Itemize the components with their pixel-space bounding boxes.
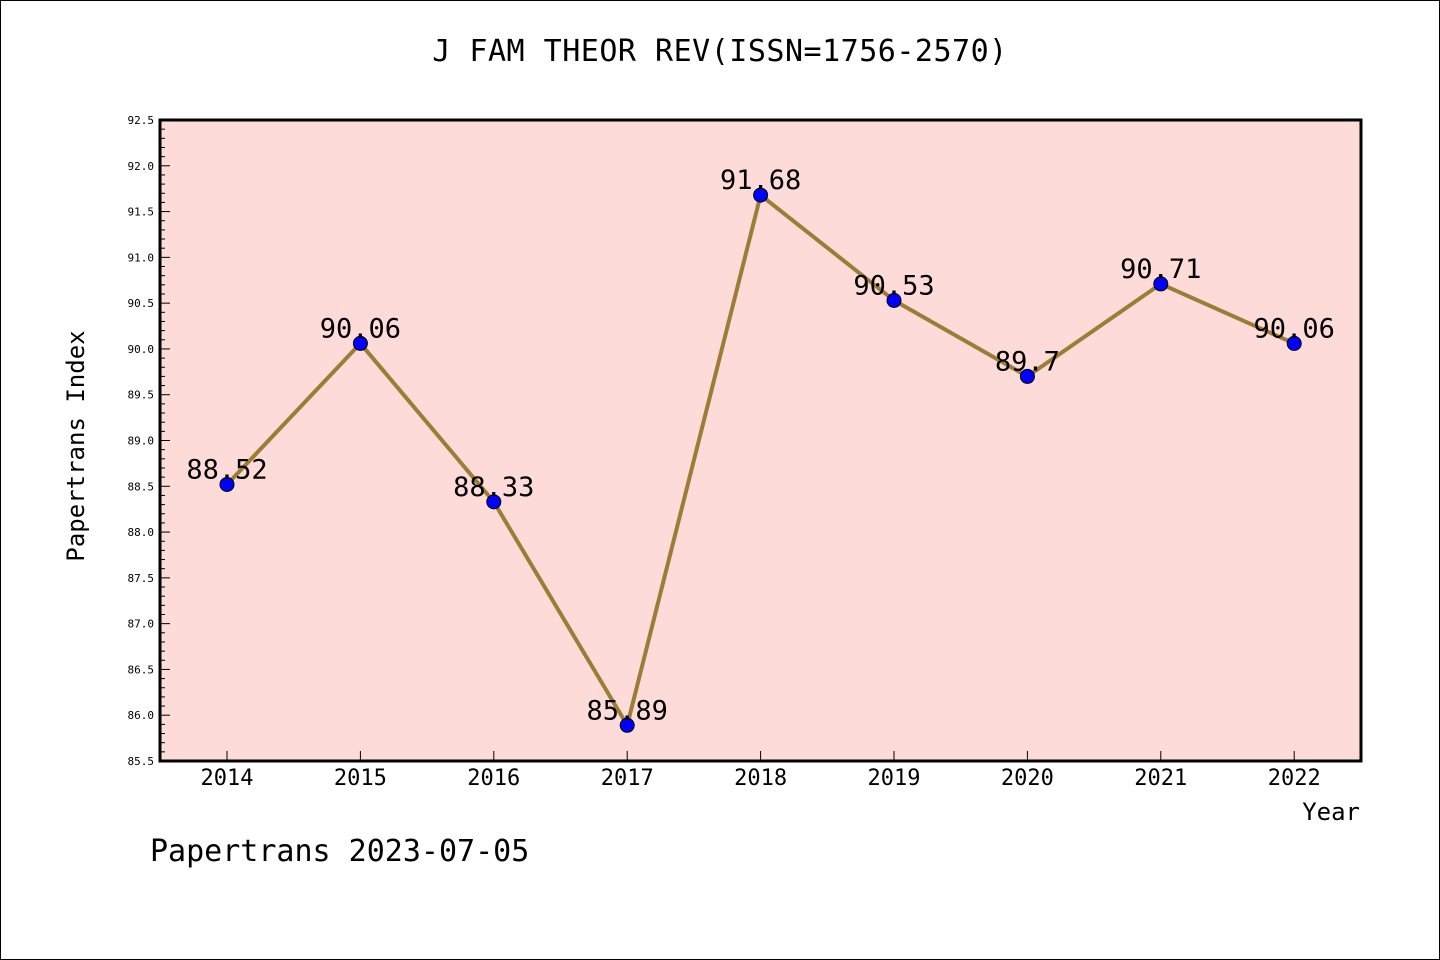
y-tick-label: 87.0 [128,618,155,631]
data-label: 90.53 [853,270,934,301]
y-tick-label: 88.5 [128,480,155,493]
data-label: 90.06 [1254,313,1335,344]
y-tick-label: 89.5 [128,389,155,402]
data-label: 85.89 [587,695,668,726]
y-axis-title: Papertrans Index [62,330,90,561]
x-tick-label: 2017 [601,766,654,791]
x-axis-ticks: 2014 2015 2016 2017 2018 2019 2020 2021 2022 [201,751,1321,791]
x-axis-title: Year [1302,798,1360,826]
x-tick-label: 2014 [201,766,254,791]
data-point [1286,335,1302,351]
y-tick-label: 86.0 [128,709,155,722]
y-tick-label: 90.0 [128,343,155,356]
x-tick-label: 2019 [868,766,921,791]
data-point [219,476,235,492]
chart-title: J FAM THEOR REV(ISSN=1756-2570) [432,34,1008,69]
y-tick-label: 87.5 [128,572,155,585]
y-tick-label: 92.0 [128,160,155,173]
x-tick-label: 2020 [1001,766,1054,791]
data-label: 90.71 [1120,254,1201,285]
data-label: 89.7 [995,346,1060,377]
data-label: 88.33 [453,472,534,503]
data-point [619,717,635,733]
plot-border [158,118,1363,763]
y-tick-label: 90.5 [128,297,155,310]
y-tick-label: 91.5 [128,206,155,219]
data-label: 90.06 [320,313,401,344]
x-tick-label: 2022 [1268,766,1321,791]
y-tick-label: 92.5 [128,114,155,127]
x-tick-label: 2016 [467,766,520,791]
y-tick-label: 91.0 [128,251,155,264]
plot-area [160,120,1361,761]
data-label: 88.52 [186,454,267,485]
data-point [886,292,902,308]
footer-text: Papertrans 2023-07-05 [150,834,530,869]
data-point [1153,276,1169,292]
x-tick-label: 2021 [1134,766,1187,791]
x-tick-label: 2018 [734,766,787,791]
y-tick-label: 88.0 [128,526,155,539]
data-point [753,187,769,203]
data-labels: 88.52 90.06 88.33 85.89 91.68 90.53 89.7 90.71 9… [186,165,1334,726]
data-point [486,494,502,510]
y-tick-label: 89.0 [128,435,155,448]
data-point [1019,368,1035,384]
y-tick-label: 85.5 [128,755,155,768]
data-point [352,335,368,351]
data-markers [219,187,1302,733]
data-label: 91.68 [720,165,801,196]
x-tick-label: 2015 [334,766,387,791]
y-tick-label: 86.5 [128,663,155,676]
